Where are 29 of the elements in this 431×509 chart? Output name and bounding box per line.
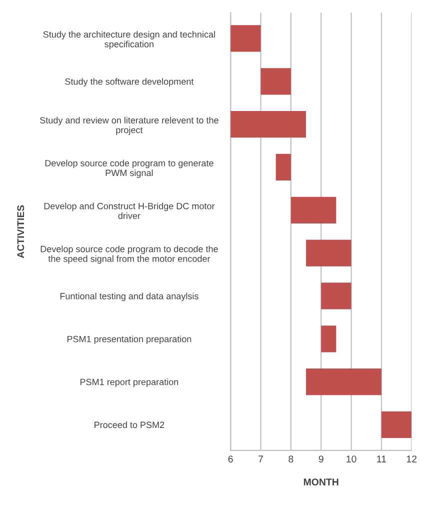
y-tick-label: Study the architecture design and technical specification xyxy=(43,30,215,50)
bar xyxy=(260,68,291,95)
y-tick-label: Develop source code program to generate PWM signal xyxy=(45,160,214,178)
y-tick-label: Proceed to PSM2 xyxy=(94,421,164,428)
bar xyxy=(230,25,261,52)
bar xyxy=(276,154,291,181)
bar xyxy=(306,368,382,396)
bar xyxy=(381,411,412,438)
bar xyxy=(321,282,352,310)
x-tick-label: 6 xyxy=(228,456,233,462)
bar xyxy=(306,240,352,266)
y-tick-label: Funtional testing and data anaylsis xyxy=(60,292,198,302)
bar xyxy=(290,196,336,224)
y-tick-label: Study the software development xyxy=(65,78,194,87)
x-axis-title: MONTH xyxy=(304,478,338,486)
x-tick-label: 11 xyxy=(377,456,386,462)
x-tick-label: 12 xyxy=(406,456,417,462)
y-tick-label: Study and review on literature relevent to the project xyxy=(40,116,218,135)
y-tick-label: PSM1 presentation preparation xyxy=(67,336,192,344)
y-tick-label: Develop source code program to decode the the speed signal from the motor encoder xyxy=(40,246,218,264)
bar xyxy=(321,326,336,352)
x-tick-label: 9 xyxy=(318,456,324,462)
y-axis-title: ACTIVITIES xyxy=(17,205,24,258)
y-tick-label: PSM1 report preparation xyxy=(80,378,178,387)
x-tick-label: 7 xyxy=(258,456,263,462)
bar xyxy=(230,111,306,138)
x-tick-label: 8 xyxy=(288,456,294,462)
y-tick-label: Develop and Construct H-Bridge DC motor driver xyxy=(44,202,215,220)
x-tick-label: 10 xyxy=(346,456,356,462)
